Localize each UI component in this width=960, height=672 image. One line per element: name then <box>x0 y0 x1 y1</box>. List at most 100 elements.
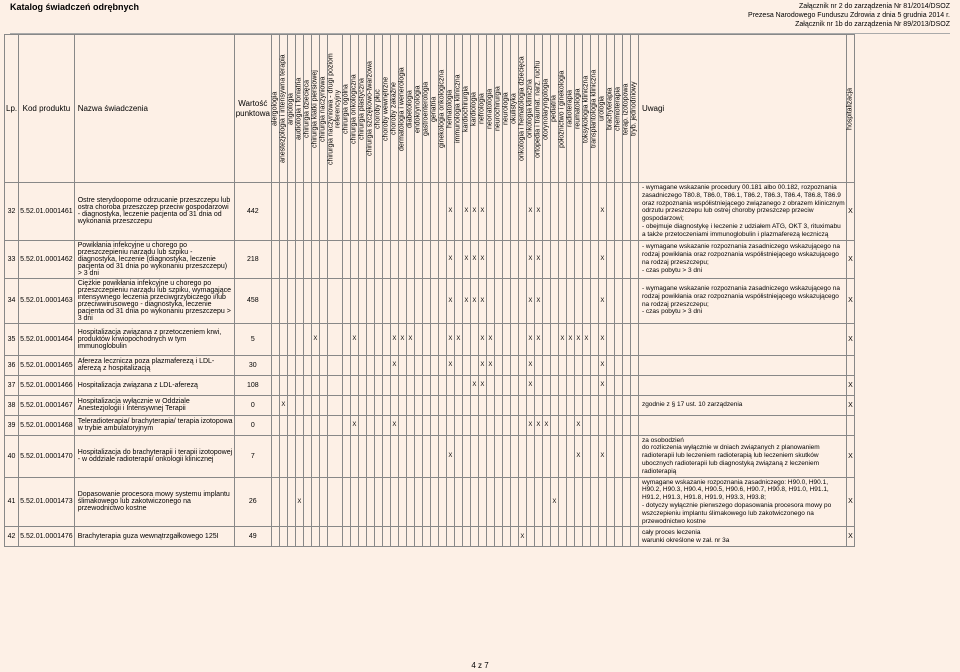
header-line-1: Załącznik nr 2 do zarządzenia Nr 81/2014… <box>748 2 950 11</box>
cell-dept <box>295 323 303 355</box>
cell-dept <box>446 415 454 435</box>
cell-name: Dopasowanie procesora mowy systemu impla… <box>74 477 234 527</box>
cell-dept <box>510 395 518 415</box>
cell-dept <box>454 527 462 547</box>
cell-dept <box>358 395 366 415</box>
cell-dept <box>311 183 319 241</box>
cell-dept: X <box>446 435 454 477</box>
cell-dept <box>558 278 566 323</box>
cell-code: 5.52.01.0001476 <box>19 527 75 547</box>
cell-dept <box>342 183 350 241</box>
cell-dept <box>422 527 430 547</box>
cell-dept <box>446 395 454 415</box>
cell-dept <box>374 415 382 435</box>
cell-dept <box>358 240 366 278</box>
cell-dept <box>558 395 566 415</box>
cell-dept: X <box>582 323 590 355</box>
cell-dept <box>614 240 622 278</box>
services-table: Lp. Kod produktu Nazwa świadczenia Warto… <box>4 34 855 547</box>
cell-hosp <box>846 355 854 375</box>
cell-dept <box>518 183 526 241</box>
cell-dept <box>510 375 518 395</box>
cell-dept <box>350 395 358 415</box>
cell-name: Hospitalizacja związana z LDL-aferezą <box>74 375 234 395</box>
cell-dept <box>582 477 590 527</box>
cell-dept <box>390 395 398 415</box>
cell-dept <box>295 527 303 547</box>
cell-dept <box>574 355 582 375</box>
cell-dept <box>502 323 510 355</box>
cell-dept <box>622 395 630 415</box>
cell-dept <box>518 415 526 435</box>
cell-dept <box>279 278 287 323</box>
cell-dept: X <box>526 183 534 241</box>
cell-dept: X <box>598 240 606 278</box>
cell-dept <box>406 435 414 477</box>
cell-dept <box>518 395 526 415</box>
cell-dept <box>510 415 518 435</box>
header: Katalog świadczeń odrębnych Załącznik nr… <box>10 2 950 34</box>
cell-dept: X <box>478 240 486 278</box>
cell-dept <box>271 240 279 278</box>
cell-dept <box>510 527 518 547</box>
cell-dept <box>382 375 390 395</box>
cell-dept <box>502 278 510 323</box>
cell-dept <box>438 240 446 278</box>
cell-points: 218 <box>234 240 271 278</box>
cell-code: 5.52.01.0001470 <box>19 435 75 477</box>
header-attachment: Załącznik nr 2 do zarządzenia Nr 81/2014… <box>748 2 950 29</box>
cell-dept <box>342 415 350 435</box>
cell-dept <box>622 435 630 477</box>
cell-dept <box>550 355 558 375</box>
cell-dept <box>582 527 590 547</box>
cell-dept <box>622 355 630 375</box>
cell-dept <box>382 323 390 355</box>
cell-dept <box>295 375 303 395</box>
cell-dept <box>271 415 279 435</box>
cell-dept <box>414 355 422 375</box>
cell-dept <box>470 323 478 355</box>
cell-dept <box>327 323 342 355</box>
cell-hosp: X <box>846 183 854 241</box>
cell-name: Powikłania infekcyjne u chorego po przes… <box>74 240 234 278</box>
cell-dept: X <box>534 278 542 323</box>
cell-dept <box>374 323 382 355</box>
cell-dept <box>327 527 342 547</box>
cell-dept: X <box>446 323 454 355</box>
cell-dept <box>566 240 574 278</box>
cell-dept <box>303 355 311 375</box>
cell-dept <box>510 240 518 278</box>
cell-dept <box>454 435 462 477</box>
cell-dept <box>550 375 558 395</box>
cell-dept <box>606 183 614 241</box>
cell-dept <box>558 375 566 395</box>
cell-dept <box>630 183 638 241</box>
cell-dept <box>287 395 295 415</box>
cell-dept: X <box>598 375 606 395</box>
cell-dept <box>422 183 430 241</box>
cell-dept <box>582 240 590 278</box>
cell-dept: X <box>550 477 558 527</box>
cell-dept <box>430 355 438 375</box>
cell-dept <box>614 477 622 527</box>
cell-dept <box>494 323 502 355</box>
cell-dept <box>398 240 406 278</box>
cell-dept <box>366 415 374 435</box>
cell-dept <box>366 527 374 547</box>
cell-dept <box>358 183 366 241</box>
cell-lp: 37 <box>5 375 19 395</box>
cell-dept <box>279 375 287 395</box>
cell-dept <box>542 527 550 547</box>
cell-dept: X <box>446 183 454 241</box>
cell-dept <box>358 435 366 477</box>
cell-dept <box>390 240 398 278</box>
header-line-2: Prezesa Narodowego Funduszu Zdrowia z dn… <box>748 11 950 20</box>
cell-dept <box>366 375 374 395</box>
cell-dept <box>303 278 311 323</box>
page-number: 4 z 7 <box>0 661 960 670</box>
cell-dept <box>327 183 342 241</box>
cell-dept <box>295 183 303 241</box>
cell-dept <box>566 183 574 241</box>
cell-dept <box>374 477 382 527</box>
cell-dept <box>350 278 358 323</box>
